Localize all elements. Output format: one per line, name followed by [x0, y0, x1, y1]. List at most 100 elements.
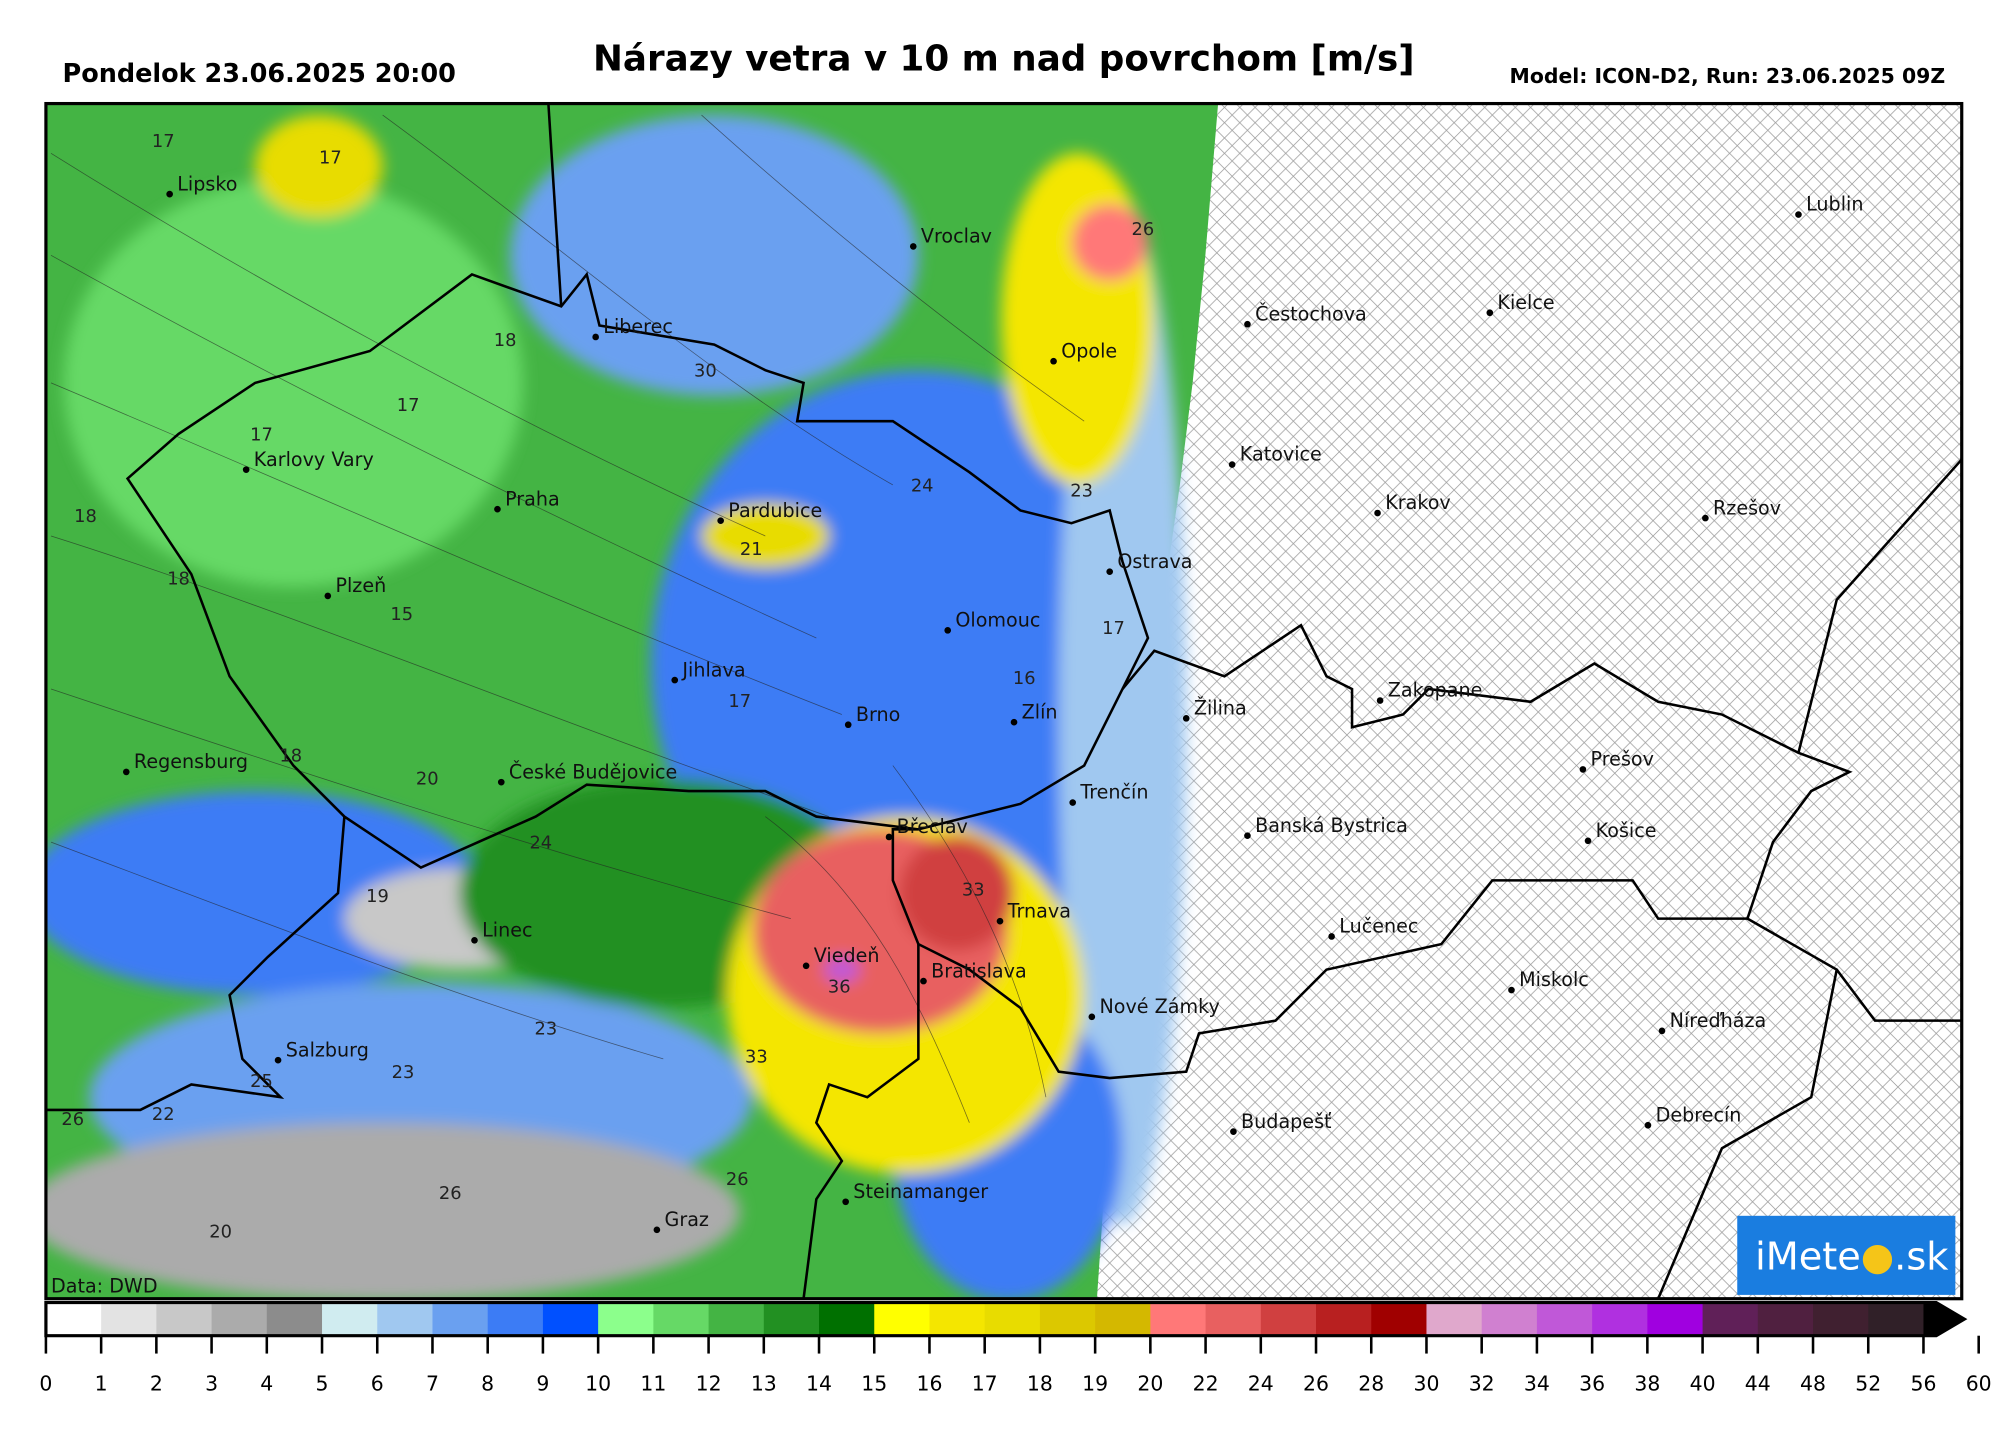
colorbar-segment	[653, 1302, 710, 1336]
hungary-romania-border	[1656, 917, 1839, 1299]
colorbar-segment	[1868, 1302, 1925, 1336]
city-name: Miskolc	[1519, 968, 1589, 991]
contour-value-label: 26	[61, 1109, 84, 1130]
colorbar-outline	[44, 1300, 1968, 1338]
city-marker: Vroclav	[909, 225, 992, 250]
city-dot	[842, 1198, 849, 1206]
colorbar-segment	[929, 1302, 986, 1336]
city-dot	[1795, 211, 1802, 218]
city-marker: Steinamanger	[842, 1180, 988, 1206]
colorbar-tick-label: 38	[1634, 1372, 1660, 1396]
contour-value-label: 17	[728, 691, 751, 712]
city-marker: Linec	[471, 918, 533, 944]
field-red-trnava	[899, 835, 1015, 951]
colorbar-segment	[266, 1302, 323, 1336]
colorbar-segment	[1095, 1302, 1151, 1336]
city-name: Zakopane	[1388, 679, 1483, 702]
field-red-ne	[1071, 204, 1148, 281]
forecast-date-label: Pondelok 23.06.2025 20:00	[63, 59, 456, 89]
city-marker: Liberec	[592, 315, 673, 341]
colorbar-tick-label: 2	[150, 1372, 163, 1396]
city-name: Regensburg	[134, 750, 248, 773]
city-dot	[1486, 309, 1494, 317]
city-name: Prešov	[1591, 748, 1654, 771]
city-dot	[1244, 832, 1251, 840]
city-marker: Banská Bystrica	[1244, 814, 1408, 840]
city-name: Lučenec	[1339, 915, 1418, 938]
contour-value-label: 16	[1013, 668, 1036, 689]
city-marker: Nové Zámky	[1088, 995, 1220, 1021]
city-marker: Níreďháza	[1658, 1009, 1766, 1035]
colorbar-segment	[819, 1302, 875, 1336]
colorbar-tick-label: 1	[95, 1372, 108, 1396]
city-name: Břeclav	[897, 815, 968, 838]
city-name: Linec	[482, 918, 532, 941]
poland-germany-border	[547, 104, 563, 307]
contour-value-label: 17	[250, 424, 273, 445]
contour-value-label: 18	[167, 568, 190, 589]
city-dot	[1374, 509, 1381, 517]
colorbar-tick-label: 19	[1082, 1372, 1108, 1396]
contour-value-label: 23	[535, 1019, 558, 1040]
city-name: Lipsko	[177, 172, 237, 195]
city-name: Liberec	[603, 315, 673, 338]
map-frame	[44, 101, 1964, 1301]
city-dot	[1069, 799, 1077, 806]
czech-border	[125, 271, 1150, 870]
contour-value-label: 26	[439, 1183, 462, 1204]
city-name: Banská Bystrica	[1255, 814, 1408, 837]
city-name: Kielce	[1497, 291, 1554, 314]
colorbar-tick-label: 12	[696, 1372, 722, 1396]
city-dot	[1644, 1121, 1652, 1129]
city-dot	[1658, 1027, 1666, 1035]
ukraine-border	[1797, 458, 1962, 754]
contour-value-label: 15	[390, 604, 413, 625]
contour-value-label: 23	[392, 1062, 415, 1083]
colorbar-tick-label: 15	[861, 1372, 887, 1396]
city-marker: Olomouc	[944, 609, 1040, 634]
imeteo-logo[interactable]: iMete●.sk	[1737, 1215, 1956, 1295]
city-dot	[1106, 568, 1114, 575]
city-marker: Ostrava	[1106, 550, 1192, 575]
city-marker: Opole	[1050, 339, 1117, 365]
contour-value-label: 18	[279, 746, 302, 767]
colorbar-tick-label: 7	[426, 1372, 439, 1396]
colorbar-tick-label: 22	[1193, 1372, 1219, 1396]
city-name: Ostrava	[1117, 550, 1192, 573]
city-dot	[944, 627, 952, 634]
colorbar-tick-label: 32	[1469, 1372, 1495, 1396]
contour-value-label: 17	[319, 148, 342, 169]
city-marker: Salzburg	[274, 1038, 369, 1064]
city-name: Krakov	[1385, 491, 1451, 514]
contour-value-label: 21	[740, 539, 763, 560]
city-marker: Rzešov	[1702, 496, 1781, 522]
contour-value-label: 24	[911, 475, 934, 496]
colorbar-segment	[1536, 1302, 1593, 1336]
colorbar-segment	[708, 1302, 765, 1336]
field-gray-alps	[45, 1122, 740, 1299]
colorbar-segment	[101, 1302, 158, 1336]
city-dot	[592, 333, 599, 341]
city-marker: Praha	[494, 487, 560, 513]
map-area: 17 17 26 18 30 17 17 24 23 18 21 18 15 17 16 17 18 20 24 19…	[45, 103, 1962, 1299]
colorbar-segment	[1371, 1302, 1428, 1336]
germany-austria-border	[45, 816, 346, 1112]
city-name: Graz	[665, 1208, 709, 1231]
city-dot	[1508, 986, 1515, 994]
model-run-label: Model: ICON-D2, Run: 23.06.2025 09Z	[1510, 64, 1946, 88]
city-marker: Jihlava	[671, 658, 746, 684]
colorbar-segment	[211, 1302, 268, 1336]
colorbar-tick-label: 40	[1690, 1372, 1716, 1396]
city-dot	[1702, 514, 1709, 522]
city-marker: Debrecín	[1644, 1103, 1741, 1129]
colorbar-segment	[1702, 1302, 1759, 1336]
contour-value-label: 20	[209, 1221, 232, 1242]
contour-value-label: 24	[529, 832, 552, 853]
colorbar-tick-label: 56	[1910, 1372, 1936, 1396]
colorbar-segment	[1647, 1302, 1704, 1336]
colorbar-tick-label: 8	[481, 1372, 494, 1396]
colorbar-segment	[1260, 1302, 1317, 1336]
city-dot	[1088, 1013, 1096, 1021]
city-dot	[1244, 320, 1251, 328]
city-name: Trnava	[1007, 899, 1071, 922]
